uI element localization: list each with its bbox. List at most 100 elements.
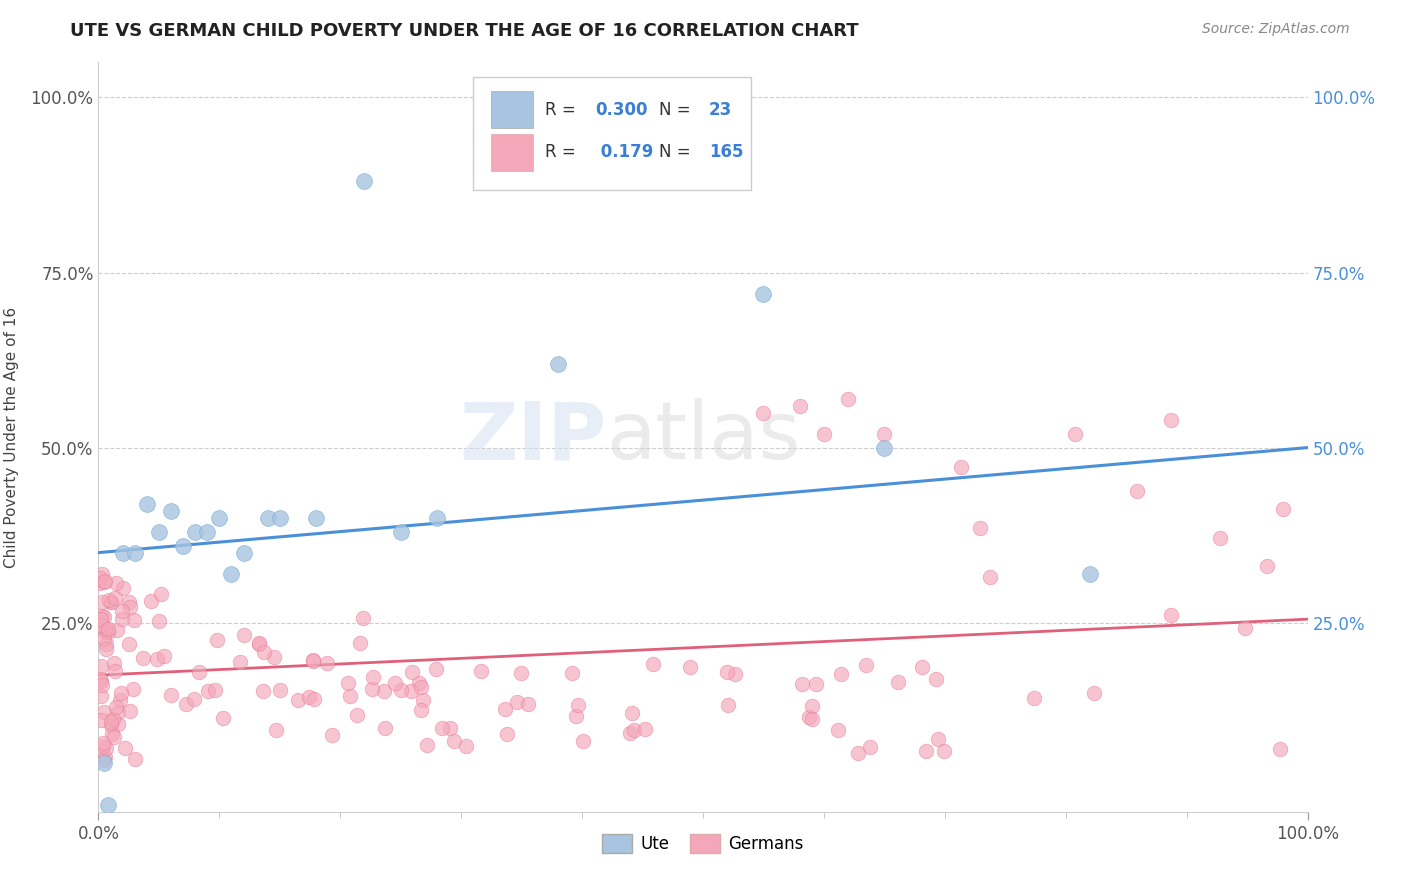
Point	[1083, 686, 1105, 700]
Point	[298, 690, 321, 704]
Point	[1209, 532, 1232, 546]
Point	[93, 753, 115, 767]
Point	[389, 683, 412, 698]
Point	[93, 706, 115, 720]
Point	[932, 744, 955, 758]
Point	[494, 702, 516, 716]
Point	[716, 665, 738, 679]
Point	[104, 664, 127, 678]
Point	[495, 727, 517, 741]
Point	[287, 693, 309, 707]
Point	[353, 174, 375, 188]
Point	[846, 747, 869, 761]
Point	[950, 460, 973, 475]
Point	[855, 657, 877, 672]
Point	[107, 717, 129, 731]
Point	[389, 524, 412, 539]
Point	[1078, 566, 1101, 581]
Point	[789, 399, 811, 413]
Point	[93, 610, 115, 624]
Point	[233, 628, 256, 642]
Point	[813, 426, 835, 441]
Point	[94, 749, 117, 764]
Point	[269, 683, 291, 698]
Point	[114, 740, 136, 755]
Point	[93, 574, 115, 588]
Text: R =: R =	[544, 101, 581, 119]
Text: ZIP: ZIP	[458, 398, 606, 476]
Point	[1233, 622, 1256, 636]
Point	[439, 721, 461, 735]
Point	[90, 659, 112, 673]
Point	[100, 717, 122, 731]
Point	[565, 708, 588, 723]
Point	[547, 357, 569, 371]
Point	[269, 510, 291, 524]
Point	[510, 665, 533, 680]
Point	[643, 657, 665, 671]
Point	[349, 636, 371, 650]
Point	[101, 727, 124, 741]
Point	[1160, 413, 1182, 427]
Point	[172, 539, 194, 553]
Point	[927, 732, 949, 747]
Point	[1125, 483, 1147, 498]
Point	[873, 426, 896, 441]
Point	[969, 520, 991, 534]
Point	[118, 599, 141, 614]
Point	[454, 739, 477, 754]
Point	[339, 689, 361, 703]
Point	[302, 691, 325, 706]
Point	[111, 604, 134, 618]
Point	[256, 510, 278, 524]
Point	[89, 571, 111, 585]
Point	[723, 667, 745, 681]
Point	[101, 712, 124, 726]
Point	[305, 510, 328, 524]
Point	[94, 624, 117, 639]
Text: 165: 165	[709, 144, 744, 161]
Point	[264, 723, 287, 737]
Text: N =: N =	[659, 144, 696, 161]
Point	[148, 524, 170, 539]
Point	[619, 726, 641, 740]
Point	[827, 723, 849, 737]
Point	[924, 672, 946, 686]
Text: Source: ZipAtlas.com: Source: ZipAtlas.com	[1202, 22, 1350, 37]
Point	[911, 660, 934, 674]
Point	[103, 730, 125, 744]
Point	[100, 714, 122, 729]
Point	[91, 735, 114, 749]
Point	[792, 677, 814, 691]
Point	[620, 706, 643, 720]
FancyBboxPatch shape	[492, 134, 533, 170]
Point	[253, 645, 276, 659]
Point	[111, 546, 134, 560]
Point	[97, 593, 120, 607]
Point	[302, 654, 325, 668]
Point	[97, 625, 120, 640]
Point	[408, 676, 430, 690]
Point	[103, 656, 125, 670]
Point	[122, 613, 145, 627]
Point	[336, 676, 359, 690]
Point	[409, 703, 432, 717]
Point	[97, 622, 120, 636]
Point	[1064, 427, 1087, 442]
Point	[90, 617, 112, 632]
Point	[160, 503, 183, 517]
Point	[100, 594, 122, 608]
Point	[401, 683, 423, 698]
Point	[211, 711, 233, 725]
Point	[89, 576, 111, 591]
Point	[384, 675, 406, 690]
Point	[93, 574, 115, 589]
Point	[105, 699, 128, 714]
Point	[232, 546, 254, 560]
Point	[118, 594, 141, 608]
Point	[505, 695, 527, 709]
Point	[979, 569, 1001, 583]
Point	[110, 686, 132, 700]
Point	[159, 688, 181, 702]
Point	[412, 693, 434, 707]
